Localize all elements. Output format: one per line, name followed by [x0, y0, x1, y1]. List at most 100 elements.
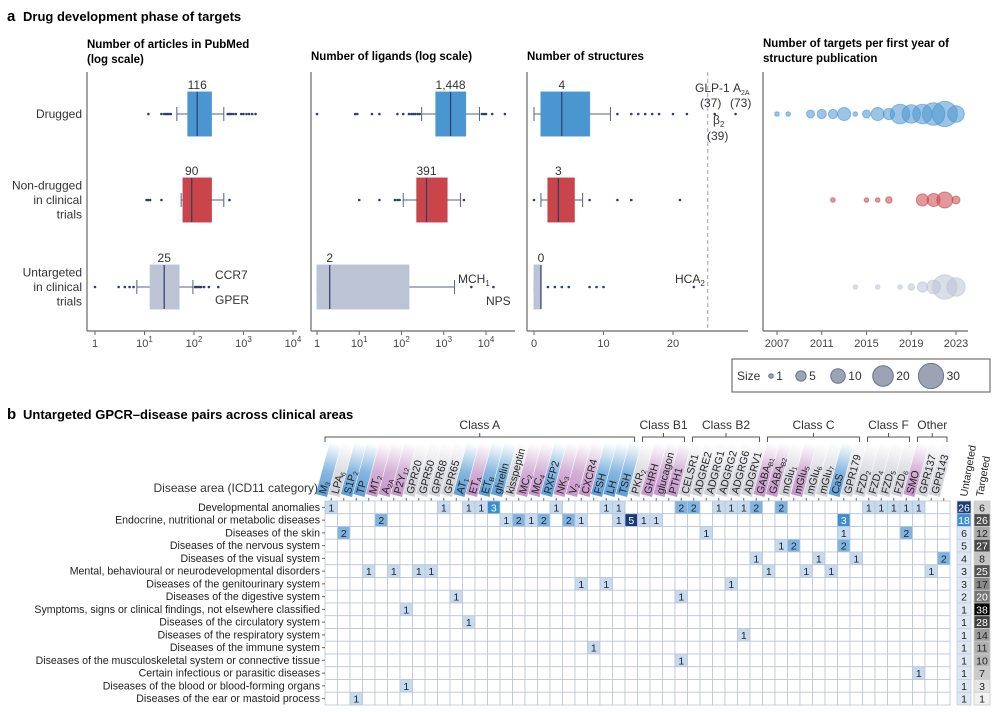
heatmap-cell [587, 564, 601, 578]
column-header-band [903, 441, 929, 497]
heatmap-cell [837, 691, 851, 706]
heatmap-cell [637, 538, 651, 553]
cell-value: 1 [728, 502, 734, 514]
heatmap-cell [837, 589, 851, 604]
heatmap-cell [549, 653, 563, 668]
heatmap-cell [924, 679, 938, 693]
heatmap-cell [562, 679, 576, 693]
row-label: Untargeted [23, 266, 82, 280]
heatmap-cell [462, 589, 476, 604]
column-header-band [490, 441, 516, 497]
heatmap-cell [662, 691, 676, 706]
x-tick-label: 102 [186, 335, 203, 350]
heatmap-cell [537, 589, 551, 604]
heatmap-cell [549, 666, 563, 680]
heatmap-cell [449, 526, 463, 540]
box-iqr [416, 177, 448, 223]
heatmap-cell [537, 691, 551, 706]
outlier-point [401, 112, 405, 116]
cell-value: 3 [841, 515, 847, 527]
heatmap-cell [549, 513, 563, 527]
heatmap-cell [649, 615, 663, 629]
panel-a-letter: a [7, 8, 16, 25]
heatmap-cell [812, 615, 826, 629]
heatmap-cell [799, 577, 813, 591]
outlier-point [567, 285, 571, 289]
heatmap-cell [799, 513, 813, 527]
column-header-band [915, 441, 941, 497]
heatmap-cell [824, 628, 838, 642]
outlier-point [650, 112, 654, 116]
heatmap-cell [499, 666, 513, 680]
heatmap-cell [662, 551, 676, 566]
heatmap-cell [449, 602, 463, 617]
heatmap-cell [362, 602, 376, 617]
column-header: P2Y12 [390, 441, 416, 497]
column-header-band [665, 441, 691, 497]
annotation-beta2-count: (39) [707, 129, 728, 143]
heatmap-cell [824, 526, 838, 540]
heatmap-cell [399, 577, 413, 591]
cell-value: 2 [378, 515, 384, 527]
heatmap-cell [399, 526, 413, 540]
column-label: M3 [317, 480, 333, 496]
box-iqr [533, 264, 542, 310]
heatmap-cell [487, 602, 501, 617]
row-label: Diseases of the skin [225, 527, 320, 539]
heatmap-cell [574, 602, 588, 617]
heatmap-cell [837, 666, 851, 680]
heatmap-cell [887, 691, 901, 706]
x-tick-label: 10 [597, 338, 609, 350]
heatmap-cell [937, 526, 951, 540]
bracket-line [767, 433, 860, 442]
untargeted-total: 26 [958, 502, 970, 514]
class-label: Class A [459, 418, 500, 432]
heatmap-cell [862, 615, 876, 629]
heatmap-cell [362, 628, 376, 642]
heatmap-cell [449, 551, 463, 566]
heatmap-cell [812, 628, 826, 642]
heatmap-cell [874, 640, 888, 655]
boxplot-panel-2: Number of ligands (log scale) 1 101 102 103 1… [310, 51, 515, 350]
heatmap-cell [474, 551, 488, 566]
heatmap-cell [899, 615, 913, 629]
heatmap-cell [912, 551, 926, 566]
heatmap-cell [687, 691, 701, 706]
heatmap-cell [349, 538, 363, 553]
heatmap-cell [624, 500, 638, 515]
cell-value: 1 [503, 515, 509, 527]
heatmap-cell [937, 500, 951, 515]
column-label: AT1 [454, 476, 471, 495]
heatmap-cell [887, 551, 901, 566]
heatmap-cell [512, 653, 526, 668]
cell-value: 1 [616, 502, 622, 514]
heatmap-cell [462, 538, 476, 553]
heatmap-cell [637, 628, 651, 642]
targeted-total: 11 [977, 643, 988, 655]
column-header-band [365, 441, 391, 497]
heatmap-cell [887, 577, 901, 591]
column-header-band [315, 441, 341, 497]
heatmap-cell [612, 602, 626, 617]
heatmap-cell [862, 564, 876, 578]
heatmap-cell [787, 691, 801, 706]
heatmap-cell [887, 526, 901, 540]
x-tick-label: 101 [136, 335, 153, 350]
heatmap-cell [724, 564, 738, 578]
heatmap-cell [637, 615, 651, 629]
heatmap-cell [387, 691, 401, 706]
median-label: 0 [538, 251, 545, 265]
heatmap-cell [787, 577, 801, 591]
cell-value: 2 [778, 502, 784, 514]
untargeted-total: 3 [961, 566, 967, 578]
heatmap-cell [812, 564, 826, 578]
heatmap-cell [387, 589, 401, 604]
heatmap-cell [574, 538, 588, 553]
heatmap-cell [724, 691, 738, 706]
heatmap-cell [412, 500, 426, 515]
outlier-point [643, 112, 647, 116]
column-header-band [640, 441, 666, 497]
bubble [951, 195, 961, 205]
heatmap-cell [912, 602, 926, 617]
heatmap-cell [824, 500, 838, 515]
